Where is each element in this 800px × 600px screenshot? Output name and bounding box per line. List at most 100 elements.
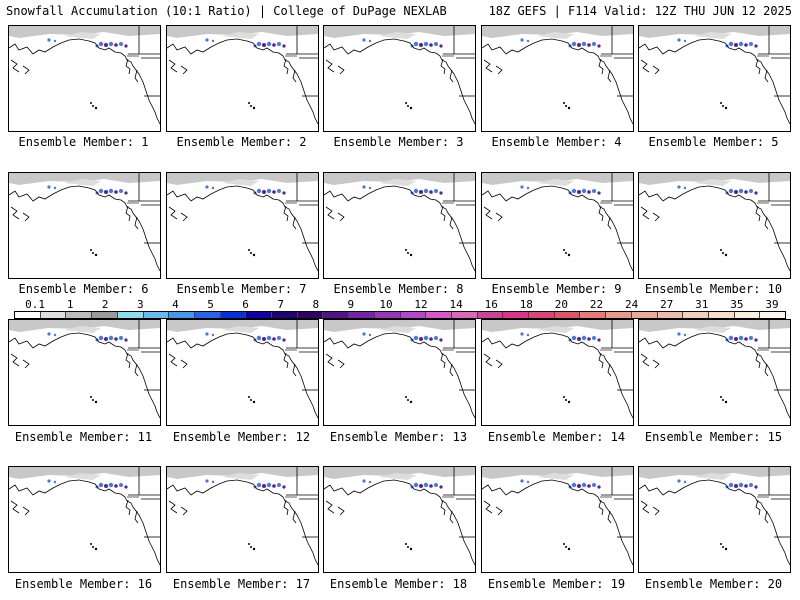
- legend-tick-label: 39: [765, 298, 779, 311]
- ensemble-member-panel: [481, 172, 634, 279]
- snow-shading-layer: [9, 173, 160, 195]
- legend-tick-label: 7: [277, 298, 284, 311]
- hawaii-islands: [90, 249, 98, 257]
- hawaii-islands: [405, 249, 413, 257]
- member-map: [9, 320, 160, 419]
- ensemble-member-panel: [323, 25, 476, 132]
- hawaii-islands: [720, 543, 728, 551]
- ensemble-member-panel: [166, 172, 319, 279]
- ensemble-member-panel: [638, 172, 791, 279]
- hawaii-islands: [248, 396, 256, 404]
- member-map: [639, 320, 790, 419]
- legend-swatch: [580, 312, 607, 318]
- map-title: Snowfall Accumulation (10:1 Ratio) | Col…: [6, 4, 447, 18]
- coastline-layer: [482, 320, 633, 419]
- legend-swatch: [760, 312, 786, 318]
- legend-swatch: [477, 312, 504, 318]
- member-map: [324, 26, 475, 125]
- hawaii-islands: [563, 249, 571, 257]
- legend-tick-label: 8: [312, 298, 320, 311]
- legend-tick-label: 22: [589, 298, 604, 311]
- member-map: [9, 173, 160, 272]
- legend-swatch: [323, 312, 350, 318]
- legend-tick-label: 2: [101, 298, 109, 311]
- legend-swatch: [734, 312, 761, 318]
- coastline-layer: [9, 173, 160, 272]
- snow-shading-layer: [324, 26, 475, 48]
- legend-tick-label: 5: [207, 298, 214, 311]
- snow-shading-layer: [9, 467, 160, 489]
- legend-swatch: [117, 312, 144, 318]
- legend-swatch: [272, 312, 298, 318]
- legend-swatch: [708, 312, 735, 318]
- ensemble-member-panel: [481, 319, 634, 426]
- ensemble-member-panel: [481, 25, 634, 132]
- coastline-layer: [167, 320, 318, 419]
- snow-shading-layer: [324, 320, 475, 342]
- snow-shading-layer: [639, 320, 790, 342]
- legend-swatch: [374, 312, 401, 318]
- coastline-layer: [9, 26, 160, 125]
- ensemble-member-caption: Ensemble Member: 17: [172, 577, 311, 591]
- ensemble-member-caption: Ensemble Member: 6: [18, 282, 149, 296]
- legend-swatch: [40, 312, 67, 318]
- snow-shading-layer: [324, 467, 475, 489]
- member-map: [639, 26, 790, 125]
- member-map: [167, 173, 318, 272]
- coastline-layer: [324, 173, 475, 272]
- legend-swatch: [297, 312, 324, 318]
- coastline-layer: [482, 26, 633, 125]
- member-map: [167, 467, 318, 566]
- hawaii-islands: [405, 102, 413, 110]
- legend-tick-label: 10: [379, 298, 393, 311]
- coastline-layer: [324, 320, 475, 419]
- member-map: [639, 173, 790, 272]
- legend-tick-label: 24: [624, 298, 639, 311]
- coastline-layer: [482, 467, 633, 566]
- legend-tick-label: 12: [414, 298, 428, 311]
- snow-shading-layer: [167, 320, 318, 342]
- snow-shading-layer: [167, 26, 318, 48]
- ensemble-member-caption: Ensemble Member: 11: [14, 430, 153, 444]
- snow-shading-layer: [167, 173, 318, 195]
- ensemble-member-caption: Ensemble Member: 19: [487, 577, 626, 591]
- snow-shading-layer: [482, 173, 633, 195]
- legend-swatch: [349, 312, 375, 318]
- legend-swatch: [92, 312, 118, 318]
- member-map: [9, 26, 160, 125]
- legend-swatch: [606, 312, 632, 318]
- legend-swatch: [631, 312, 658, 318]
- snow-shading-layer: [324, 173, 475, 195]
- coastline-layer: [482, 173, 633, 272]
- legend-tick-label: 14: [449, 298, 463, 311]
- legend-swatch: [143, 312, 170, 318]
- hawaii-islands: [563, 543, 571, 551]
- legend-tick-label: 20: [554, 298, 569, 311]
- snow-shading-layer: [9, 320, 160, 342]
- legend-swatch: [503, 312, 530, 318]
- ensemble-member-caption: Ensemble Member: 7: [176, 282, 307, 296]
- snow-shading-layer: [639, 173, 790, 195]
- member-map: [482, 26, 633, 125]
- model-run-label: 18Z GEFS | F114 Valid: 12Z THU JUN 12 20…: [488, 4, 792, 18]
- coastline-layer: [324, 467, 475, 566]
- ensemble-member-panel: [166, 25, 319, 132]
- member-map: [324, 173, 475, 272]
- member-map: [324, 320, 475, 419]
- ensemble-member-caption: Ensemble Member: 1: [18, 135, 149, 149]
- legend-swatch: [15, 312, 41, 318]
- snow-shading-layer: [639, 467, 790, 489]
- member-map: [324, 467, 475, 566]
- ensemble-member-panel: [638, 25, 791, 132]
- hawaii-islands: [720, 396, 728, 404]
- ensemble-member-caption: Ensemble Member: 13: [329, 430, 468, 444]
- coastline-layer: [639, 467, 790, 566]
- hawaii-islands: [563, 102, 571, 110]
- legend-tick-labels: 0.1 1 2 3 4 5 6 7 8 9 10 12 14 16 18 20 22 24 27 31 35 39: [14, 298, 786, 311]
- legend-tick-label: 1: [66, 298, 74, 311]
- hawaii-islands: [720, 249, 728, 257]
- member-map: [482, 467, 633, 566]
- legend-tick-label: 18: [519, 298, 533, 311]
- hawaii-islands: [248, 543, 256, 551]
- coastline-layer: [167, 26, 318, 125]
